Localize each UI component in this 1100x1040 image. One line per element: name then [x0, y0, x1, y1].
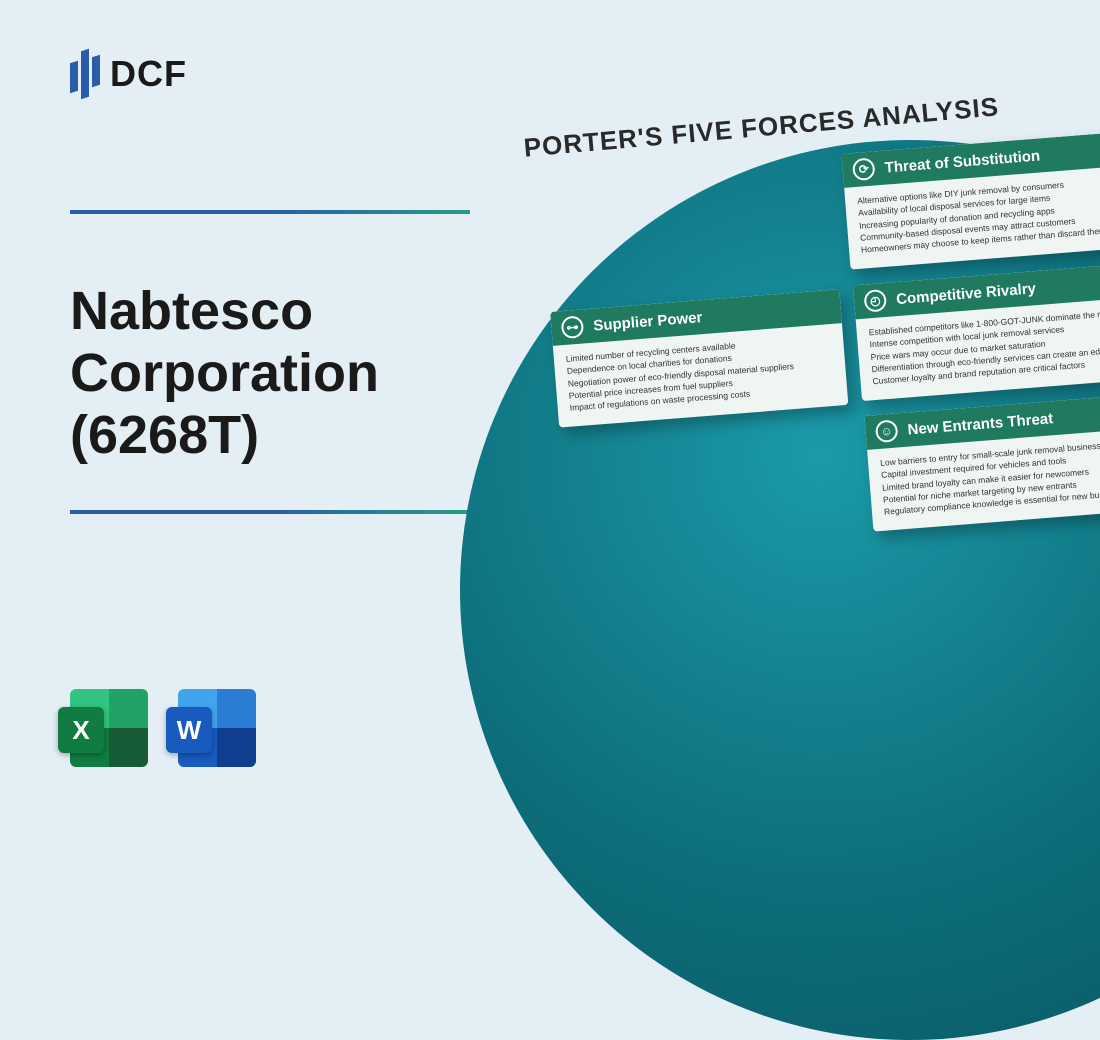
cards-group: ⟳ Threat of Substitution Alternative opt… [512, 130, 1100, 577]
card-rivalry: ◴ Competitive Rivalry Established compet… [853, 262, 1100, 400]
divider-bottom [70, 510, 470, 514]
card-entrants: ☺ New Entrants Threat Low barriers to en… [864, 393, 1100, 531]
card-title: New Entrants Threat [907, 410, 1054, 438]
refresh-icon: ⟳ [852, 157, 876, 181]
card-title: Competitive Rivalry [896, 279, 1037, 307]
logo-text: DCF [110, 53, 187, 95]
file-icons-row: X W [70, 689, 256, 767]
word-icon[interactable]: W [178, 689, 256, 767]
page-title: NabtescoCorporation(6268T) [70, 280, 379, 466]
dcf-logo: DCF [70, 50, 187, 98]
people-icon: ☺ [875, 420, 899, 444]
logo-bars-icon [70, 50, 100, 98]
card-supplier: ⊶ Supplier Power Limited number of recyc… [550, 289, 848, 427]
divider-top [70, 210, 470, 214]
excel-icon[interactable]: X [70, 689, 148, 767]
link-icon: ⊶ [561, 315, 585, 339]
word-letter: W [166, 707, 212, 753]
card-title: Threat of Substitution [884, 147, 1041, 176]
card-title: Supplier Power [593, 308, 703, 334]
excel-letter: X [58, 707, 104, 753]
clock-icon: ◴ [863, 289, 887, 313]
card-substitution: ⟳ Threat of Substitution Alternative opt… [842, 131, 1100, 269]
